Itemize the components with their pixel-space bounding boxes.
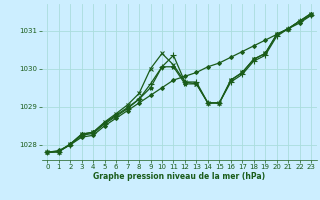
- X-axis label: Graphe pression niveau de la mer (hPa): Graphe pression niveau de la mer (hPa): [93, 172, 265, 181]
